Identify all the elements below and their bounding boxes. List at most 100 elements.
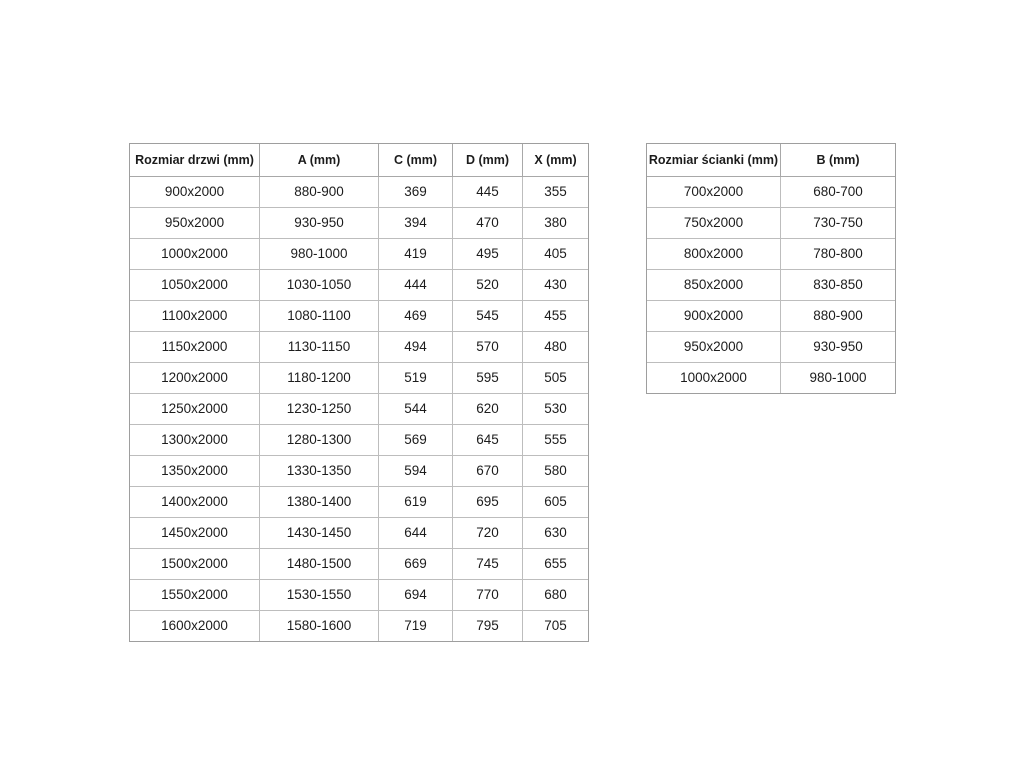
cell-d: 695 [452, 486, 523, 518]
cell-a: 1580-1600 [259, 610, 379, 642]
cell-x: 380 [522, 207, 589, 239]
shower-wall-size-table: Rozmiar ścianki (mm) B (mm) 700x2000 680… [646, 143, 896, 394]
cell-d: 745 [452, 548, 523, 580]
cell-door-size: 1550x2000 [129, 579, 260, 611]
table-row: 1150x2000 1130-1150 494 570 480 [129, 331, 589, 363]
cell-x: 430 [522, 269, 589, 301]
cell-d: 620 [452, 393, 523, 425]
table-row: 1000x2000 980-1000 419 495 405 [129, 238, 589, 270]
cell-x: 505 [522, 362, 589, 394]
cell-c: 694 [378, 579, 453, 611]
cell-door-size: 900x2000 [129, 176, 260, 208]
col-header-d: D (mm) [452, 143, 523, 177]
cell-a: 1280-1300 [259, 424, 379, 456]
cell-wall-size: 900x2000 [646, 300, 781, 332]
cell-b: 780-800 [780, 238, 896, 270]
table-row: 800x2000 780-800 [646, 238, 896, 270]
cell-c: 469 [378, 300, 453, 332]
table-row: 1000x2000 980-1000 [646, 362, 896, 394]
cell-a: 1030-1050 [259, 269, 379, 301]
cell-c: 544 [378, 393, 453, 425]
table-row: 900x2000 880-900 [646, 300, 896, 332]
cell-x: 455 [522, 300, 589, 332]
table-row: 1250x2000 1230-1250 544 620 530 [129, 393, 589, 425]
table-row: 950x2000 930-950 [646, 331, 896, 363]
table-row: 1600x2000 1580-1600 719 795 705 [129, 610, 589, 642]
cell-d: 770 [452, 579, 523, 611]
cell-wall-size: 750x2000 [646, 207, 781, 239]
cell-a: 930-950 [259, 207, 379, 239]
cell-door-size: 950x2000 [129, 207, 260, 239]
table-row: 1500x2000 1480-1500 669 745 655 [129, 548, 589, 580]
cell-d: 595 [452, 362, 523, 394]
cell-x: 405 [522, 238, 589, 270]
cell-a: 1230-1250 [259, 393, 379, 425]
cell-c: 644 [378, 517, 453, 549]
cell-wall-size: 950x2000 [646, 331, 781, 363]
cell-d: 645 [452, 424, 523, 456]
cell-c: 519 [378, 362, 453, 394]
cell-door-size: 1600x2000 [129, 610, 260, 642]
cell-wall-size: 850x2000 [646, 269, 781, 301]
cell-wall-size: 800x2000 [646, 238, 781, 270]
cell-c: 669 [378, 548, 453, 580]
cell-c: 394 [378, 207, 453, 239]
cell-wall-size: 700x2000 [646, 176, 781, 208]
cell-x: 480 [522, 331, 589, 363]
cell-x: 355 [522, 176, 589, 208]
table-row: 1400x2000 1380-1400 619 695 605 [129, 486, 589, 518]
table-row: 850x2000 830-850 [646, 269, 896, 301]
cell-b: 680-700 [780, 176, 896, 208]
cell-c: 619 [378, 486, 453, 518]
cell-c: 719 [378, 610, 453, 642]
cell-door-size: 1350x2000 [129, 455, 260, 487]
cell-d: 795 [452, 610, 523, 642]
cell-door-size: 1200x2000 [129, 362, 260, 394]
cell-a: 1530-1550 [259, 579, 379, 611]
table-row: 900x2000 880-900 369 445 355 [129, 176, 589, 208]
cell-x: 680 [522, 579, 589, 611]
cell-d: 720 [452, 517, 523, 549]
cell-a: 980-1000 [259, 238, 379, 270]
cell-b: 830-850 [780, 269, 896, 301]
cell-c: 594 [378, 455, 453, 487]
cell-door-size: 1500x2000 [129, 548, 260, 580]
cell-d: 470 [452, 207, 523, 239]
cell-x: 580 [522, 455, 589, 487]
wall-table-header: Rozmiar ścianki (mm) B (mm) [646, 143, 896, 177]
table-row: 750x2000 730-750 [646, 207, 896, 239]
cell-a: 880-900 [259, 176, 379, 208]
cell-door-size: 1100x2000 [129, 300, 260, 332]
table-row: 1450x2000 1430-1450 644 720 630 [129, 517, 589, 549]
doors-table-header: Rozmiar drzwi (mm) A (mm) C (mm) D (mm) … [129, 143, 589, 177]
cell-door-size: 1150x2000 [129, 331, 260, 363]
cell-d: 545 [452, 300, 523, 332]
table-row: 1050x2000 1030-1050 444 520 430 [129, 269, 589, 301]
table-row: 1350x2000 1330-1350 594 670 580 [129, 455, 589, 487]
cell-a: 1130-1150 [259, 331, 379, 363]
cell-d: 495 [452, 238, 523, 270]
cell-wall-size: 1000x2000 [646, 362, 781, 394]
cell-x: 655 [522, 548, 589, 580]
cell-b: 980-1000 [780, 362, 896, 394]
cell-a: 1430-1450 [259, 517, 379, 549]
cell-d: 445 [452, 176, 523, 208]
cell-a: 1480-1500 [259, 548, 379, 580]
col-header-wall-size: Rozmiar ścianki (mm) [646, 143, 781, 177]
col-header-b: B (mm) [780, 143, 896, 177]
cell-c: 494 [378, 331, 453, 363]
cell-door-size: 1400x2000 [129, 486, 260, 518]
table-row: 700x2000 680-700 [646, 176, 896, 208]
table-header-row: Rozmiar ścianki (mm) B (mm) [646, 143, 896, 177]
col-header-a: A (mm) [259, 143, 379, 177]
cell-d: 520 [452, 269, 523, 301]
cell-d: 570 [452, 331, 523, 363]
wall-table-body: 700x2000 680-700 750x2000 730-750 800x20… [646, 176, 896, 394]
cell-door-size: 1050x2000 [129, 269, 260, 301]
doors-table-body: 900x2000 880-900 369 445 355 950x2000 93… [129, 176, 589, 642]
cell-x: 630 [522, 517, 589, 549]
cell-b: 930-950 [780, 331, 896, 363]
cell-a: 1180-1200 [259, 362, 379, 394]
cell-b: 730-750 [780, 207, 896, 239]
